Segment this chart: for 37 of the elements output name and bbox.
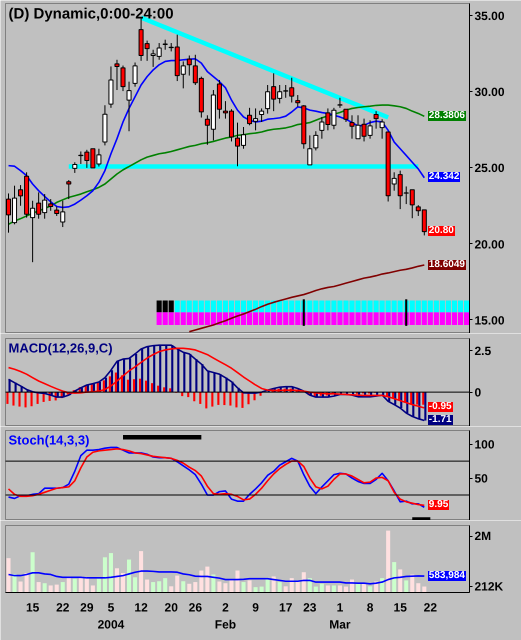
x-tick-label: 12 <box>134 600 148 614</box>
x-tick-label: 1 Mar <box>329 600 351 632</box>
data-label: 24.342 <box>428 171 460 182</box>
text: 20.80 <box>428 225 454 236</box>
y-tick-label: 100 <box>474 438 495 452</box>
x-tick-label: 22 <box>424 600 438 614</box>
data-label: 583,984 <box>428 570 466 581</box>
x-tick-label: 9 <box>252 600 260 614</box>
x-tick-label: 5 2004 <box>98 600 125 632</box>
x-tick-label: 8 <box>366 600 374 614</box>
data-label: 28.3806 <box>428 110 466 121</box>
y-tick-label: 2.5 <box>474 344 492 358</box>
y-tick-label: 50 <box>474 472 488 486</box>
data-label: -0.95 <box>428 401 453 412</box>
y-tick-label: 15.00 <box>474 313 505 328</box>
x-tick-label: 2 Feb <box>214 600 236 632</box>
y-tick-label: 30.00 <box>474 85 505 100</box>
y-tick-label: 25.00 <box>474 161 505 176</box>
y-tick-label: 212K <box>474 580 504 594</box>
chart-title: MACD(12,26,9,C) <box>8 340 113 356</box>
data-label: -1.71 <box>428 414 453 425</box>
x-tick-label: 17 <box>279 600 293 614</box>
y-tick-label: 0 <box>474 386 482 400</box>
x-tick-label: 29 <box>80 600 94 614</box>
x-tick-label: 26 <box>188 600 202 614</box>
x-tick-label: 15 <box>394 600 408 614</box>
x-tick-label: 23 <box>303 600 317 614</box>
data-label: 18.6049 <box>428 258 466 270</box>
y-tick-label: 2M <box>474 529 492 544</box>
x-tick-label: 20 <box>164 600 178 614</box>
y-tick-label: 35.00 <box>474 9 505 24</box>
chart-title: (D) Dynamic,0:00-24:00 <box>8 6 174 22</box>
x-tick-label: 22 <box>56 600 70 614</box>
chart-title: Stoch(14,3,3) <box>8 432 90 448</box>
y-tick-label: 20.00 <box>474 237 505 252</box>
x-tick-label: 15 <box>26 600 40 614</box>
data-label: 9.95 <box>428 498 450 510</box>
